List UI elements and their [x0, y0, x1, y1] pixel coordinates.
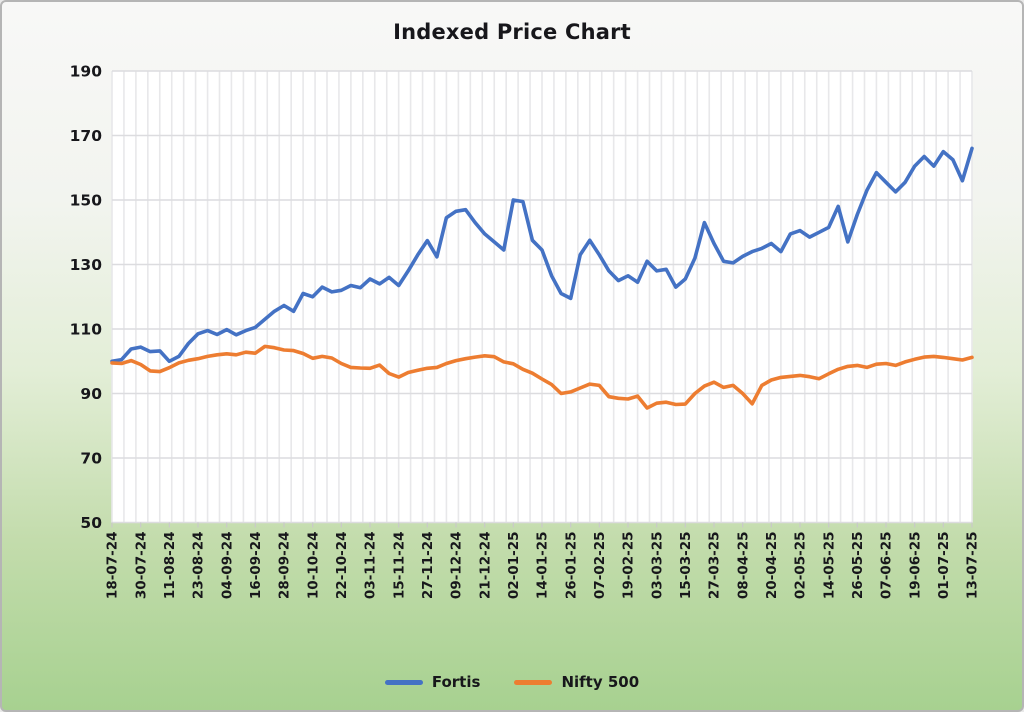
x-axis-label: 13-07-25 [965, 532, 981, 600]
x-axis-label: 19-06-25 [907, 532, 923, 600]
x-axis-label: 10-10-24 [305, 532, 321, 600]
x-axis-label: 04-09-24 [219, 532, 235, 600]
x-axis-label: 02-01-25 [506, 532, 522, 600]
y-axis-label: 150 [70, 191, 103, 209]
y-axis-label: 70 [80, 449, 102, 467]
x-axis-label: 07-06-25 [879, 532, 895, 600]
x-axis-label: 14-01-25 [535, 532, 551, 600]
x-axis-label: 15-03-25 [678, 532, 694, 600]
x-axis-label: 26-01-25 [563, 532, 579, 600]
y-axis-label: 50 [80, 514, 102, 532]
x-axis-label: 27-11-24 [420, 532, 436, 600]
x-axis-label: 02-05-25 [793, 532, 809, 600]
x-axis-label: 30-07-24 [133, 532, 149, 600]
x-axis-label: 16-09-24 [248, 532, 264, 600]
nifty500-line [110, 344, 974, 410]
x-axis-label: 18-07-24 [105, 532, 121, 600]
nifty500-line-swatch-icon [514, 679, 553, 685]
x-axis-label: 01-07-25 [936, 532, 952, 600]
x-axis-label: 11-08-24 [162, 532, 178, 600]
x-axis-label: 26-05-25 [850, 532, 866, 600]
x-axis-label: 03-11-24 [363, 532, 379, 600]
x-axis-label: 23-08-24 [191, 532, 207, 600]
x-axis-label: 19-02-25 [621, 532, 637, 600]
legend-label-fortis: Fortis [431, 673, 481, 691]
x-axis-label: 09-12-24 [449, 532, 465, 600]
legend-item-fortis: Fortis [384, 673, 481, 691]
x-axis-label: 21-12-24 [477, 532, 493, 600]
chart-title: Indexed Price Chart [393, 20, 631, 44]
x-axis-label: 15-11-24 [391, 532, 407, 600]
y-axis-label: 110 [70, 320, 103, 338]
legend-label-nifty500: Nifty 500 [561, 673, 640, 691]
y-axis-label: 170 [70, 127, 103, 145]
legend-item-nifty500: Nifty 500 [514, 673, 639, 691]
x-axis-label: 22-10-24 [334, 532, 350, 600]
x-axis-label: 28-09-24 [277, 532, 293, 600]
x-axis-label: 03-03-25 [649, 532, 665, 600]
x-axis-label: 07-02-25 [592, 532, 608, 600]
y-axis-label: 90 [80, 385, 102, 403]
chart-legend: Fortis Nifty 500 [2, 673, 1022, 691]
x-axis-label: 08-04-25 [735, 532, 751, 600]
x-axis-label: 14-05-25 [821, 532, 837, 600]
fortis-line [110, 146, 974, 364]
x-axis-label: 27-03-25 [707, 532, 723, 600]
x-axis-label: 20-04-25 [764, 532, 780, 600]
y-axis-label: 130 [70, 256, 103, 274]
fortis-line-swatch-icon [384, 679, 423, 685]
y-axis-label: 190 [70, 62, 103, 80]
